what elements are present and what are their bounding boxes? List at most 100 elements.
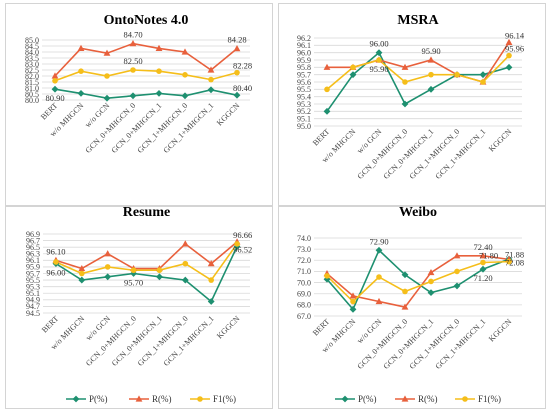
data-label: 96.14 <box>505 30 525 40</box>
data-point <box>323 275 331 283</box>
data-point <box>51 72 59 79</box>
data-point <box>129 40 137 47</box>
series-line-0 <box>55 246 238 303</box>
data-label: 84.28 <box>227 35 246 45</box>
y-tick-label: 95.9 <box>26 263 40 272</box>
y-tick-label: 83.0 <box>25 60 39 69</box>
panel-border <box>278 206 546 409</box>
data-point <box>156 68 162 74</box>
y-tick-label: 96.1 <box>26 256 40 265</box>
data-point <box>78 68 84 74</box>
chart-title: Resume <box>123 205 170 220</box>
y-tick-label: 69.0 <box>297 290 311 299</box>
legend-label: P(%) <box>358 394 377 404</box>
y-tick-label: 95.1 <box>297 114 311 123</box>
data-label: 96.52 <box>233 245 252 255</box>
data-point <box>77 90 85 97</box>
y-tick-label: 72.0 <box>297 256 311 265</box>
chart-title: MSRA <box>397 13 439 28</box>
data-point <box>78 264 86 272</box>
y-tick-label: 95.5 <box>26 276 40 285</box>
y-tick-label: 95.0 <box>297 122 311 131</box>
y-tick-label: 96.5 <box>26 243 40 252</box>
data-point <box>480 259 486 266</box>
data-point <box>479 71 487 79</box>
data-point <box>156 267 163 274</box>
data-point <box>479 252 487 259</box>
data-point <box>453 282 461 290</box>
series-line-2 <box>54 69 238 82</box>
data-point <box>375 246 383 254</box>
data-label: 82.50 <box>123 56 142 66</box>
data-point <box>324 273 330 279</box>
data-point <box>375 297 383 305</box>
data-point <box>453 252 461 259</box>
data-point <box>349 71 357 79</box>
data-point <box>208 76 214 83</box>
data-point <box>479 265 487 273</box>
y-tick-label: 83.5 <box>25 54 39 63</box>
y-tick-label: 95.3 <box>26 282 40 291</box>
data-label: 71.80 <box>479 251 498 261</box>
legend-marker <box>197 396 203 402</box>
y-tick-label: 94.9 <box>26 296 40 305</box>
y-tick-label: 82.5 <box>25 66 39 75</box>
series-line-2 <box>326 260 510 303</box>
y-tick-label: 96.1 <box>297 41 311 50</box>
series-line-2 <box>55 243 238 282</box>
data-point <box>401 100 409 108</box>
y-tick-label: 67.0 <box>297 312 311 321</box>
legend-label: P(%) <box>89 394 108 404</box>
data-label: 95.90 <box>421 46 440 56</box>
y-tick-label: 94.7 <box>26 302 40 311</box>
data-point <box>428 71 434 78</box>
data-point <box>427 56 435 63</box>
data-point <box>454 71 460 78</box>
data-point <box>428 278 434 285</box>
data-point <box>506 52 512 59</box>
panel-border <box>5 206 273 409</box>
y-tick-label: 95.2 <box>297 107 311 116</box>
data-point <box>182 260 189 267</box>
data-label: 95.90 <box>369 64 388 74</box>
data-label: 82.28 <box>233 61 252 71</box>
data-point <box>207 86 215 94</box>
y-tick-label: 80.0 <box>25 96 39 105</box>
data-point <box>130 270 137 277</box>
data-point <box>233 91 241 99</box>
data-label: 95.70 <box>124 278 143 288</box>
y-tick-label: 96.7 <box>26 236 40 245</box>
data-point <box>402 288 408 295</box>
data-point <box>182 72 188 78</box>
legend-label: R(%) <box>418 394 438 404</box>
chart-panel-3: Resume94.594.794.995.195.395.595.795.996… <box>5 205 273 409</box>
series-line-0 <box>54 88 238 100</box>
legend-marker <box>401 395 409 402</box>
legend-label: F1(%) <box>478 394 501 404</box>
y-tick-label: 95.4 <box>297 92 311 101</box>
series-line-1 <box>55 241 238 270</box>
data-point <box>181 92 189 100</box>
data-label: 71.20 <box>473 273 492 283</box>
y-tick-label: 70.0 <box>297 278 311 287</box>
legend-label: F1(%) <box>213 394 236 404</box>
data-point <box>234 241 240 247</box>
y-tick-label: 74.0 <box>297 234 311 243</box>
y-tick-label: 82.0 <box>25 72 39 81</box>
y-tick-label: 85.0 <box>25 36 39 45</box>
data-point <box>349 305 357 313</box>
data-label: 96.66 <box>233 230 252 240</box>
data-point <box>427 268 435 276</box>
data-point <box>79 270 85 277</box>
data-point <box>402 79 408 85</box>
data-label: 96.00 <box>46 268 65 278</box>
panel-border <box>5 3 273 206</box>
chart-title: Weibo <box>399 205 437 220</box>
data-point <box>207 66 215 73</box>
data-point <box>454 268 460 275</box>
y-tick-label: 81.5 <box>25 78 39 87</box>
data-point <box>375 49 383 57</box>
chart-panel-4: Weibo67.068.069.070.071.072.073.074.0BER… <box>278 205 546 409</box>
data-point <box>208 277 214 283</box>
